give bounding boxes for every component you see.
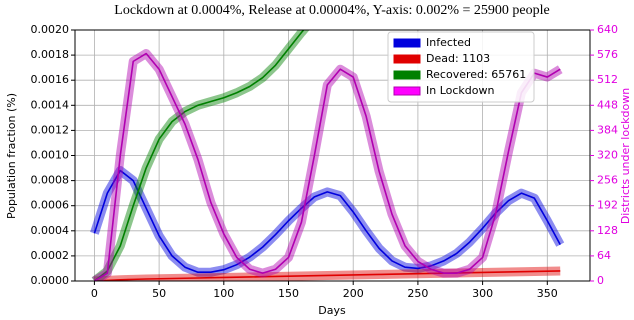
x-tick-label: 50 xyxy=(152,287,166,300)
y2-tick-label: 640 xyxy=(597,23,618,36)
y2-tick-label: 192 xyxy=(597,199,618,212)
y2-tick-label: 64 xyxy=(597,249,611,262)
y-tick-label: 0.0014 xyxy=(31,98,70,111)
y2-tick-label: 576 xyxy=(597,48,618,61)
legend-box xyxy=(387,31,535,103)
legend-label: Recovered: 65761 xyxy=(426,68,526,81)
y2-tick-label: 256 xyxy=(597,174,618,187)
x-tick-label: 100 xyxy=(213,287,234,300)
series-line xyxy=(93,169,561,274)
legend: Infected Dead: 1103 Recovered: 65761 In Loc… xyxy=(387,31,535,103)
x-tick-label: 250 xyxy=(407,287,428,300)
legend-swatch xyxy=(393,70,421,80)
chart-title: Lockdown at 0.0004%, Release at 0.00004%… xyxy=(114,3,549,18)
y-tick-label: 0.0000 xyxy=(31,274,70,287)
y-tick-label: 0.0020 xyxy=(31,23,70,36)
y2-tick-label: 320 xyxy=(597,149,618,162)
y2-tick-label: 384 xyxy=(597,123,618,136)
y2-tick-label: 448 xyxy=(597,98,618,111)
y-tick-label: 0.0012 xyxy=(31,123,70,136)
legend-label: In Lockdown xyxy=(426,84,495,97)
y-tick-label: 0.0010 xyxy=(31,149,70,162)
y-tick-label: 0.0002 xyxy=(31,249,70,262)
axes: 0 50 100 150 200 250 300 350 0.0000 0.0002 0.0004 0… xyxy=(31,23,619,300)
plot-area xyxy=(90,30,565,281)
series-line xyxy=(93,30,305,281)
legend-label: Dead: 1103 xyxy=(426,52,490,65)
legend-swatch xyxy=(393,86,421,96)
x-tick-label: 300 xyxy=(472,287,493,300)
y2-axis-label: Districts under lockdown xyxy=(619,88,632,224)
x-tick-label: 0 xyxy=(91,287,98,300)
x-tick-label: 150 xyxy=(278,287,299,300)
y-tick-label: 0.0018 xyxy=(31,48,70,61)
legend-label: Infected xyxy=(426,36,471,49)
legend-swatch xyxy=(393,38,421,48)
x-axis-label: Days xyxy=(318,304,346,317)
y-tick-label: 0.0008 xyxy=(31,174,70,187)
x-tick-label: 350 xyxy=(537,287,558,300)
y-tick-label: 0.0004 xyxy=(31,224,70,237)
y2-tick-label: 128 xyxy=(597,224,618,237)
series-line xyxy=(94,270,561,281)
y-tick-label: 0.0006 xyxy=(31,199,70,212)
y-tick-label: 0.0016 xyxy=(31,73,70,86)
y-axis-label: Population fraction (%) xyxy=(5,93,18,219)
y2-tick-label: 0 xyxy=(597,274,604,287)
series-line xyxy=(93,52,561,281)
legend-swatch xyxy=(393,54,421,64)
x-tick-label: 200 xyxy=(343,287,364,300)
y2-tick-label: 512 xyxy=(597,73,618,86)
